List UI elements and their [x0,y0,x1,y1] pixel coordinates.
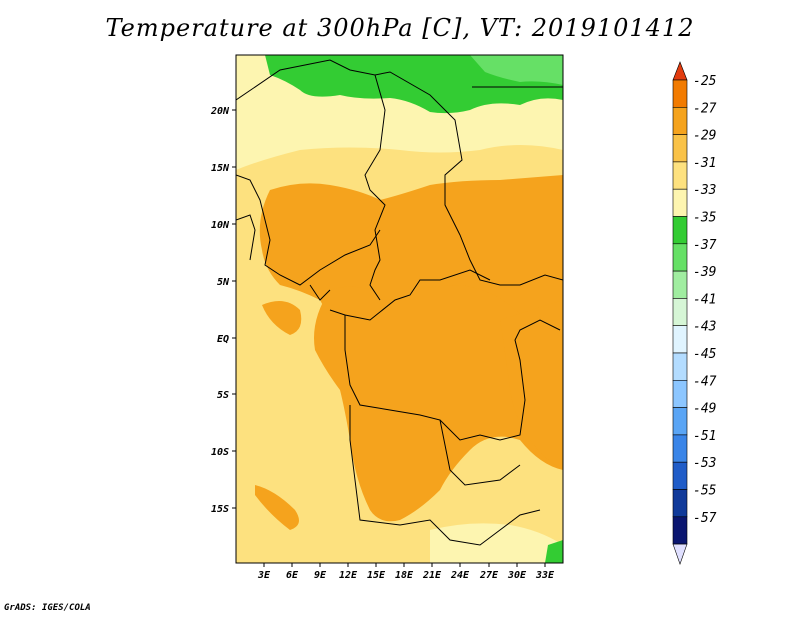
field-pale-south [430,523,563,563]
colorbar-label: -55 [693,484,717,499]
lon-label: 3E [257,570,271,581]
colorbar-label: -31 [693,156,716,171]
lat-label: 10S [211,447,229,458]
colorbar-swatch [672,270,688,299]
field-orange-ocean-2 [255,485,299,530]
field-green-south [545,540,563,563]
colorbar-label: -27 [693,101,717,116]
lon-label: 12E [339,570,358,581]
field-orange-ocean-1 [262,301,302,335]
chart-title: Temperature at 300hPa [C], VT: 201910141… [105,14,695,42]
footer-credit: GrADS: IGES/COLA [4,603,91,613]
lon-label: 21E [422,570,442,581]
lon-label: 18E [395,570,414,581]
colorbar-label: -39 [693,265,716,280]
colorbar-swatch [672,461,688,490]
colorbar-label: -57 [693,511,717,526]
colorbar-label: -45 [693,347,717,362]
colorbar-swatch [672,79,688,108]
lat-label: EQ [217,334,229,345]
map-frame [235,54,564,564]
colorbar-swatch [672,489,688,518]
lon-label: 24E [450,570,470,581]
temperature-field [236,55,563,563]
colorbar-label: -41 [693,292,716,307]
lat-label: 5S [217,390,229,401]
colorbar-arrow-bottom [672,543,688,566]
lon-label: 6E [286,570,299,581]
lon-label: 30E [507,570,527,581]
latitude-axis: 20N 15N 10N 5N EQ 5S 10S 15S [210,106,236,515]
colorbar-swatch [672,188,688,217]
colorbar-label: -33 [693,183,716,198]
colorbar-swatch [672,352,688,381]
colorbar-swatch [672,379,688,408]
colorbar-label: -47 [693,374,717,389]
colorbar-label: -51 [693,429,716,444]
colorbar-label: -53 [693,456,716,471]
colorbar-swatch [672,298,688,326]
lon-label: 33E [535,570,555,581]
colorbar: -25 -27 -29 -31 -33 -35 -37 -39 -41 -43 -45 -47 -49 -… [672,61,717,566]
lat-label: 15S [211,504,229,515]
colorbar-label: -43 [693,320,716,335]
lat-label: 5N [217,277,230,288]
longitude-axis: 3E 6E 9E 12E 15E 18E 21E 24E 27E 30E 33E [257,563,555,581]
colorbar-swatch [672,216,688,245]
colorbar-label: -37 [693,238,717,253]
colorbar-swatch [672,407,688,436]
lon-label: 27E [479,570,499,581]
colorbar-label: -25 [693,74,717,89]
colorbar-label: -49 [693,402,716,417]
country-borders [236,59,563,546]
colorbar-swatch [672,107,688,135]
field-orange-central [314,285,563,522]
lat-label: 15N [211,163,230,174]
colorbar-swatch [672,434,688,463]
colorbar-label: -29 [693,129,716,144]
colorbar-label: -35 [693,211,717,226]
lat-label: 10N [211,220,230,231]
lon-label: 9E [314,570,327,581]
colorbar-swatch [672,325,688,354]
lon-label: 15E [367,570,386,581]
colorbar-swatch [672,134,688,163]
colorbar-swatch [672,243,688,272]
colorbar-swatch [672,516,688,545]
colorbar-arrow-top [672,61,688,81]
lat-label: 20N [210,106,230,117]
field-lightgreen-39 [470,55,563,85]
colorbar-swatch [672,161,688,190]
